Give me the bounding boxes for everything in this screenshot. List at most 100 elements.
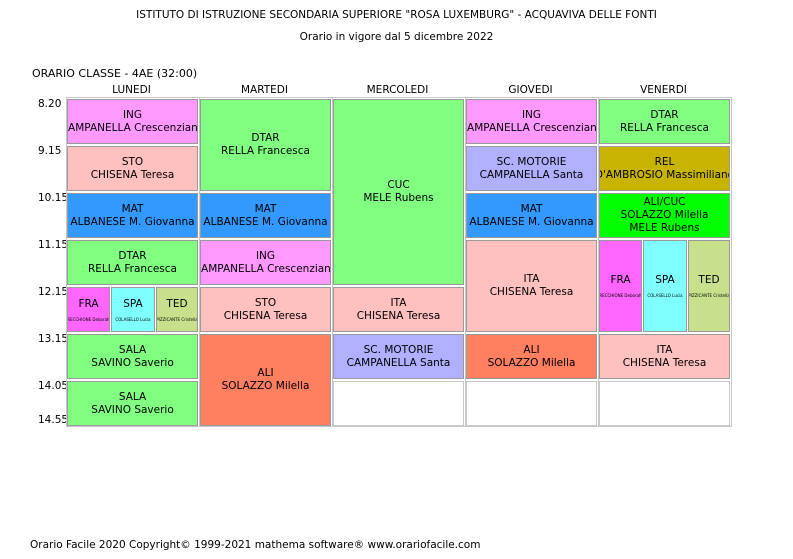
lesson-teacher: ALBANESE M. Giovanna [203,215,328,228]
timetable-grid [66,97,732,427]
lesson-subject: CUC [387,179,410,191]
lesson-teacher: CHISENA Teresa [489,286,574,298]
lesson-teacher: MELE Rubens [629,222,700,234]
lesson-subject: ITA [523,273,540,285]
lesson-cell: STO CHISENA Teresa [67,146,198,191]
time-label: 11.15 [38,239,69,251]
lesson-subject: DTAR [251,132,280,144]
day-header-giovedi: GIOVEDI [508,84,553,96]
lesson-cell: ALI SOLAZZO Milella [466,334,597,379]
lesson-cell: ING CAMPANELLA Crescenziana [67,99,198,144]
lesson-teacher: CAMPANELLA Crescenziana [466,121,597,134]
time-label: 8.20 [38,98,62,110]
lesson-subject: SC. MOTORIE [363,343,434,356]
day-header-mercoledi: MERCOLEDI [366,84,429,96]
lesson-subject: ALI [257,367,274,379]
lesson-subject: MAT [121,202,144,215]
lesson-cell: SPA COLASELLO Lucia [111,287,155,332]
lesson-teacher: PIZZICANTE Cristella [688,293,730,298]
class-label: ORARIO CLASSE - 4AE (32:00) [32,67,198,80]
lesson-cell: ALI SOLAZZO Milella [200,334,331,426]
column-divider [199,97,200,427]
lesson-cell: SALA SAVINO Saverio [67,381,198,426]
lesson-teacher: RELLA Francesca [221,145,310,157]
lesson-cell: TED PIZZICANTE Cristella [156,287,198,332]
lesson-cell: MAT ALBANESE M. Giovanna [466,193,597,238]
lesson-teacher: SAVINO Saverio [91,403,174,416]
lesson-cell: DTAR RELLA Francesca [599,99,730,144]
lesson-teacher: SAVINO Saverio [91,356,174,369]
lesson-teacher: CAMPANELLA Crescenziana [67,121,198,134]
lesson-subject: ALI [523,343,540,356]
lesson-teacher: ALBANESE M. Giovanna [469,215,594,228]
lesson-cell: DTAR RELLA Francesca [67,240,198,285]
lesson-teacher: CAMPANELLA Santa [479,168,584,181]
lesson-teacher: CHISENA Teresa [90,168,175,181]
lesson-teacher: RECCHIONE Deborah [67,316,110,322]
lesson-subject: FRA [78,297,99,310]
empty-slot [333,381,464,426]
lesson-cell: ITA CHISENA Teresa [599,334,730,379]
lesson-cell: ITA CHISENA Teresa [466,240,597,332]
lesson-teacher: MELE Rubens [363,192,434,204]
lesson-teacher: D'AMBROSIO Massimiliano [599,168,730,181]
column-divider [332,97,333,427]
lesson-cell: DTAR RELLA Francesca [200,99,331,191]
lesson-subject: TED [698,274,720,286]
lesson-cell: FRA RECCHIONE Deborah [67,287,110,332]
lesson-teacher: CHISENA Teresa [356,309,441,322]
time-label: 12.15 [38,286,69,298]
lesson-cell: REL D'AMBROSIO Massimiliano [599,146,730,191]
lesson-cell: ING CAMPANELLA Crescenziana [200,240,331,285]
lesson-subject: ITA [390,296,407,309]
lesson-teacher: COLASELLO Lucia [647,293,683,298]
lesson-cell: SC. MOTORIE CAMPANELLA Santa [333,334,464,379]
lesson-cell: SALA SAVINO Saverio [67,334,198,379]
lesson-subject: ITA [656,343,673,356]
lesson-cell: SC. MOTORIE CAMPANELLA Santa [466,146,597,191]
lesson-subject: ING [521,108,542,121]
lesson-subject: REL [654,155,675,168]
footer-copyright: Orario Facile 2020 Copyright© 1999-2021 … [30,539,481,551]
lesson-subject: MAT [520,202,543,215]
lesson-subject: SC. MOTORIE [496,155,567,168]
lesson-cell: ALI/CUC SOLAZZO Milella MELE Rubens [599,193,730,238]
lesson-subject: ALI/CUC [643,196,686,208]
lesson-cell: MAT ALBANESE M. Giovanna [67,193,198,238]
time-label: 10.15 [38,192,69,204]
lesson-subject: TED [166,297,188,310]
day-header-martedi: MARTEDI [240,84,288,96]
lesson-subject: SALA [118,390,147,403]
time-label: 14.05 [38,380,69,392]
lesson-teacher: CAMPANELLA Crescenziana [200,262,331,275]
lesson-subject: SPA [655,274,675,286]
lesson-cell: SPA COLASELLO Lucia [643,240,687,332]
time-label: 9.15 [38,145,62,157]
school-title: ISTITUTO DI ISTRUZIONE SECONDARIA SUPERI… [136,9,657,21]
column-divider [465,97,466,427]
lesson-cell: ING CAMPANELLA Crescenziana [466,99,597,144]
time-label: 13.15 [38,333,69,345]
lesson-teacher: RELLA Francesca [620,121,709,134]
lesson-teacher: CAMPANELLA Santa [346,356,451,369]
lesson-subject: SALA [118,343,147,356]
lesson-teacher: SOLAZZO Milella [487,356,576,369]
lesson-subject: SPA [123,297,143,310]
time-label: 14.55 [38,414,69,426]
lesson-subject: ING [255,249,276,262]
lesson-teacher: PIZZICANTE Cristella [156,316,198,322]
column-divider [598,97,599,427]
lesson-teacher: SOLAZZO Milella [620,209,709,221]
lesson-cell: FRA RECCHIONE Deborah [599,240,642,332]
lesson-subject: DTAR [650,108,679,121]
day-header-venerdi: VENERDI [640,84,687,96]
lesson-teacher: CHISENA Teresa [223,309,308,322]
lesson-teacher: COLASELLO Lucia [115,316,151,322]
lesson-subject: FRA [610,274,631,286]
lesson-teacher: RELLA Francesca [88,262,177,275]
lesson-subject: STO [121,155,144,168]
lesson-subject: ING [122,108,143,121]
empty-slot [466,381,597,426]
empty-slot [599,381,730,426]
lesson-cell: CUC MELE Rubens [333,99,464,285]
